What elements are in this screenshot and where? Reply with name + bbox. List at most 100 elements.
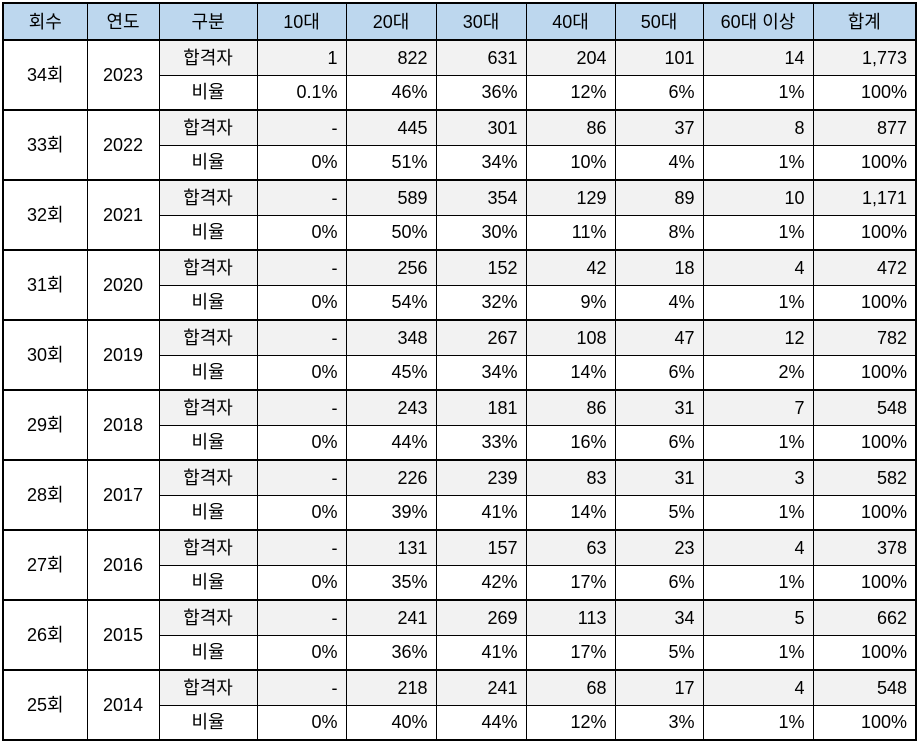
year-cell: 2021: [86, 179, 160, 251]
value-cell: 1%: [702, 564, 814, 601]
value-cell: 782: [812, 319, 917, 356]
value-cell: 12: [702, 319, 814, 356]
value-cell: 34%: [435, 354, 527, 391]
value-cell: 4: [702, 529, 814, 566]
value-cell: 4: [702, 669, 814, 706]
group-row-passers: 25회 2014 합격자 -218 241 68 17 4 548: [2, 669, 917, 741]
value-cell: 0%: [256, 634, 347, 671]
value-cell: 354: [435, 179, 527, 216]
value-cell: 100%: [812, 634, 917, 671]
value-cell: 822: [345, 39, 437, 76]
year-cell: 2017: [86, 459, 160, 531]
column-header-5: 30대: [435, 2, 527, 41]
value-cell: 42: [525, 249, 616, 286]
column-header-3: 10대: [256, 2, 347, 41]
value-cell: 47: [614, 319, 704, 356]
value-cell: 582: [812, 459, 917, 496]
value-cell: 89: [614, 179, 704, 216]
row-label-ratio: 비율: [158, 144, 258, 181]
row-label-passers: 합격자: [158, 39, 258, 76]
column-header-8: 60대 이상: [702, 2, 814, 41]
value-cell: 2%: [702, 354, 814, 391]
value-cell: 100%: [812, 424, 917, 461]
value-cell: 41%: [435, 634, 527, 671]
value-cell: 129: [525, 179, 616, 216]
value-cell: 8%: [614, 214, 704, 251]
session-cell: 25회: [2, 669, 88, 741]
row-label-ratio: 비율: [158, 704, 258, 741]
year-cell: 2023: [86, 39, 160, 111]
value-cell: 6%: [614, 354, 704, 391]
value-cell: 181: [435, 389, 527, 426]
session-cell: 30회: [2, 319, 88, 391]
value-cell: 42%: [435, 564, 527, 601]
value-cell: 6%: [614, 564, 704, 601]
session-cell: 28회: [2, 459, 88, 531]
value-cell: 1%: [702, 634, 814, 671]
value-cell: 17%: [525, 564, 616, 601]
value-cell: -: [256, 389, 347, 426]
value-cell: 4%: [614, 284, 704, 321]
value-cell: 45%: [345, 354, 437, 391]
table-body: 34회 2023 합격자 1 822 631 204 101 14 1,773 비율 0.1% 46% 3…: [2, 39, 917, 741]
value-cell: 0%: [256, 494, 347, 531]
row-label-passers: 합격자: [158, 669, 258, 706]
value-cell: 5%: [614, 634, 704, 671]
value-cell: 100%: [812, 284, 917, 321]
value-cell: 23: [614, 529, 704, 566]
value-cell: 131: [345, 529, 437, 566]
value-cell: -: [256, 459, 347, 496]
session-cell: 33회: [2, 109, 88, 181]
value-cell: 1: [256, 39, 347, 76]
value-cell: 100%: [812, 494, 917, 531]
value-cell: 152: [435, 249, 527, 286]
year-cell: 2022: [86, 109, 160, 181]
value-cell: 50%: [345, 214, 437, 251]
value-cell: 0%: [256, 144, 347, 181]
value-cell: -: [256, 319, 347, 356]
group-row-passers: 29회 2018 합격자 -243 181 86 31 7 548: [2, 389, 917, 461]
value-cell: 36%: [345, 634, 437, 671]
value-cell: 269: [435, 599, 527, 636]
value-cell: -: [256, 669, 347, 706]
group-row-ratio: 비율 0% 54% 32% 9% 4% 1% 100%: [3, 284, 917, 321]
value-cell: 0.1%: [256, 74, 347, 111]
value-cell: 100%: [812, 564, 917, 601]
column-header-0: 회수: [2, 2, 88, 41]
row-label-ratio: 비율: [158, 214, 258, 251]
value-cell: 1,773: [812, 39, 917, 76]
value-cell: 32%: [435, 284, 527, 321]
value-cell: 101: [614, 39, 704, 76]
value-cell: 12%: [525, 74, 616, 111]
value-cell: 0%: [256, 284, 347, 321]
value-cell: 239: [435, 459, 527, 496]
column-header-1: 연도: [86, 2, 160, 41]
column-header-9: 합계: [812, 2, 917, 41]
row-label-passers: 합격자: [158, 599, 258, 636]
column-header-7: 50대: [614, 2, 704, 41]
value-cell: 256: [345, 249, 437, 286]
value-cell: 46%: [345, 74, 437, 111]
session-cell: 26회: [2, 599, 88, 671]
value-cell: 100%: [812, 704, 917, 741]
value-cell: 0%: [256, 424, 347, 461]
value-cell: 34: [614, 599, 704, 636]
value-cell: -: [256, 179, 347, 216]
table-header: 회수 연도 구분 10대 20대 30대 40대 50대 60대 이상 합계: [2, 2, 917, 41]
value-cell: 33%: [435, 424, 527, 461]
row-label-ratio: 비율: [158, 354, 258, 391]
value-cell: 100%: [812, 354, 917, 391]
value-cell: 3: [702, 459, 814, 496]
row-label-passers: 합격자: [158, 319, 258, 356]
header-row: 회수 연도 구분 10대 20대 30대 40대 50대 60대 이상 합계: [2, 2, 917, 41]
value-cell: 86: [525, 389, 616, 426]
value-cell: 10: [702, 179, 814, 216]
group-row-ratio: 비율 0% 45% 34% 14% 6% 2% 100%: [3, 354, 917, 391]
value-cell: 108: [525, 319, 616, 356]
value-cell: 662: [812, 599, 917, 636]
value-cell: 0%: [256, 354, 347, 391]
row-label-passers: 합격자: [158, 109, 258, 146]
value-cell: -: [256, 109, 347, 146]
row-label-passers: 합격자: [158, 459, 258, 496]
value-cell: 17%: [525, 634, 616, 671]
